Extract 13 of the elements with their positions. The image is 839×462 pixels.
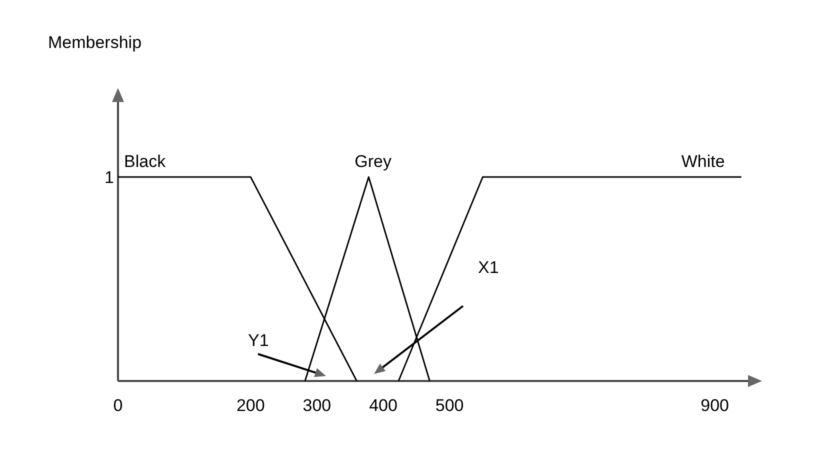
text: Membership xyxy=(48,33,142,52)
x-tick-label: 0 xyxy=(113,396,123,415)
series-label: Black xyxy=(124,152,166,171)
x-tick-label: 900 xyxy=(700,396,730,415)
series-label: Grey xyxy=(354,152,392,171)
text: 1 xyxy=(104,168,114,187)
series-label: White xyxy=(681,152,725,171)
x-tick-label: 400 xyxy=(369,396,398,415)
x-tick-label: 200 xyxy=(236,396,265,415)
x-tick-label: 500 xyxy=(435,396,464,415)
x-tick-label: 300 xyxy=(302,396,332,415)
annotation: X1 xyxy=(478,258,499,277)
annotation: Y1 xyxy=(248,331,269,350)
